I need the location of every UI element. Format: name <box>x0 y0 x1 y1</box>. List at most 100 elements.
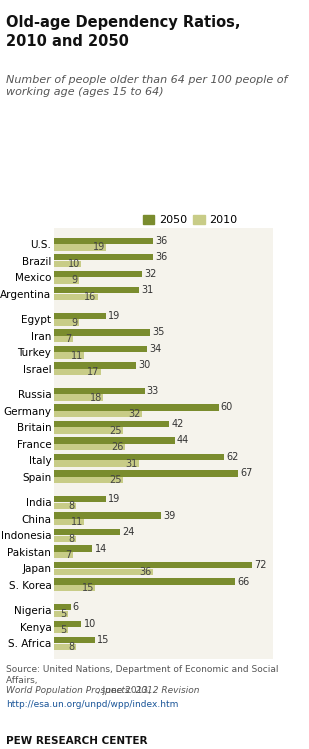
Text: 15: 15 <box>97 635 110 645</box>
Bar <box>54 428 123 434</box>
Bar <box>54 437 175 443</box>
Bar <box>54 562 252 568</box>
Text: Old-age Dependency Ratios,
2010 and 2050: Old-age Dependency Ratios, 2010 and 2050 <box>6 15 241 49</box>
Bar <box>54 444 125 450</box>
Bar <box>54 336 73 342</box>
Text: 17: 17 <box>87 367 99 377</box>
Text: 10: 10 <box>84 619 96 628</box>
Text: 14: 14 <box>95 544 107 554</box>
Bar <box>54 627 68 634</box>
Bar <box>54 313 106 319</box>
Bar <box>54 244 106 251</box>
Text: PEW RESEARCH CENTER: PEW RESEARCH CENTER <box>6 736 148 745</box>
Text: 31: 31 <box>141 285 154 295</box>
Bar <box>54 552 73 558</box>
Bar <box>54 261 82 267</box>
Text: 34: 34 <box>150 344 162 354</box>
Text: , June 2013,: , June 2013, <box>97 686 150 695</box>
Text: 62: 62 <box>226 452 239 462</box>
Bar <box>54 294 98 300</box>
Text: 9: 9 <box>71 318 77 327</box>
Text: Source: United Nations, Department of Economic and Social
Affairs,: Source: United Nations, Department of Ec… <box>6 665 279 685</box>
Text: 30: 30 <box>138 360 151 371</box>
Bar <box>54 388 145 394</box>
Text: 15: 15 <box>82 583 94 593</box>
Bar <box>54 610 68 617</box>
Text: 18: 18 <box>90 392 102 402</box>
Text: 8: 8 <box>69 500 75 511</box>
Bar <box>54 270 142 277</box>
Bar <box>54 287 139 294</box>
Text: 6: 6 <box>73 602 79 612</box>
Bar <box>54 568 153 574</box>
Text: 9: 9 <box>71 276 77 285</box>
Text: 31: 31 <box>125 458 138 469</box>
Text: 5: 5 <box>60 625 66 635</box>
Bar <box>54 395 104 401</box>
Bar <box>54 604 70 610</box>
Text: 44: 44 <box>177 435 189 446</box>
Bar <box>54 319 79 326</box>
Bar <box>54 346 147 352</box>
Text: 60: 60 <box>221 402 233 413</box>
Text: 25: 25 <box>109 425 121 436</box>
Bar <box>54 277 79 284</box>
Bar <box>54 519 84 525</box>
Text: 26: 26 <box>112 442 124 452</box>
Text: 7: 7 <box>66 551 72 560</box>
Bar <box>54 545 92 552</box>
Text: 32: 32 <box>144 269 156 279</box>
Bar <box>54 369 101 375</box>
Text: 19: 19 <box>108 494 121 504</box>
Bar <box>54 254 153 261</box>
Text: Number of people older than 64 per 100 people of
working age (ages 15 to 64): Number of people older than 64 per 100 p… <box>6 75 288 97</box>
Text: 5: 5 <box>60 609 66 619</box>
Text: 7: 7 <box>66 334 72 344</box>
Bar <box>54 578 235 585</box>
Bar <box>54 503 76 509</box>
Bar <box>54 363 136 369</box>
Text: 11: 11 <box>71 351 83 360</box>
Text: 10: 10 <box>68 259 80 269</box>
Bar <box>54 637 95 643</box>
Bar <box>54 352 84 359</box>
Text: 24: 24 <box>122 527 134 537</box>
Text: 36: 36 <box>139 567 151 577</box>
Bar <box>54 512 161 519</box>
Text: 72: 72 <box>254 560 266 570</box>
Legend: 2050, 2010: 2050, 2010 <box>139 210 242 229</box>
Text: 19: 19 <box>93 243 105 252</box>
Text: 42: 42 <box>171 419 184 429</box>
Bar <box>54 411 142 417</box>
Text: http://esa.un.org/unpd/wpp/index.htm: http://esa.un.org/unpd/wpp/index.htm <box>6 700 179 709</box>
Bar <box>54 330 150 336</box>
Text: 16: 16 <box>84 292 97 302</box>
Text: 19: 19 <box>108 311 121 321</box>
Bar <box>54 620 82 627</box>
Text: 66: 66 <box>237 577 249 586</box>
Bar <box>54 454 224 460</box>
Text: 35: 35 <box>152 327 165 337</box>
Text: 67: 67 <box>240 468 252 479</box>
Bar <box>54 643 76 650</box>
Text: 8: 8 <box>69 642 75 652</box>
Bar <box>54 470 238 476</box>
Text: 36: 36 <box>155 236 167 246</box>
Bar <box>54 477 123 483</box>
Bar <box>54 404 219 410</box>
Bar <box>54 585 95 591</box>
Text: 25: 25 <box>109 475 121 485</box>
Text: 39: 39 <box>163 511 176 521</box>
Text: World Population Prospects: 2012 Revision: World Population Prospects: 2012 Revisio… <box>6 686 200 695</box>
Bar <box>54 461 139 467</box>
Bar <box>54 421 169 427</box>
Text: 8: 8 <box>69 534 75 544</box>
Text: 11: 11 <box>71 517 83 527</box>
Text: 32: 32 <box>128 409 141 419</box>
Bar <box>54 496 106 502</box>
Bar <box>54 237 153 244</box>
Bar <box>54 529 120 536</box>
Text: 33: 33 <box>147 386 159 396</box>
Bar <box>54 536 76 542</box>
Text: 36: 36 <box>155 252 167 262</box>
